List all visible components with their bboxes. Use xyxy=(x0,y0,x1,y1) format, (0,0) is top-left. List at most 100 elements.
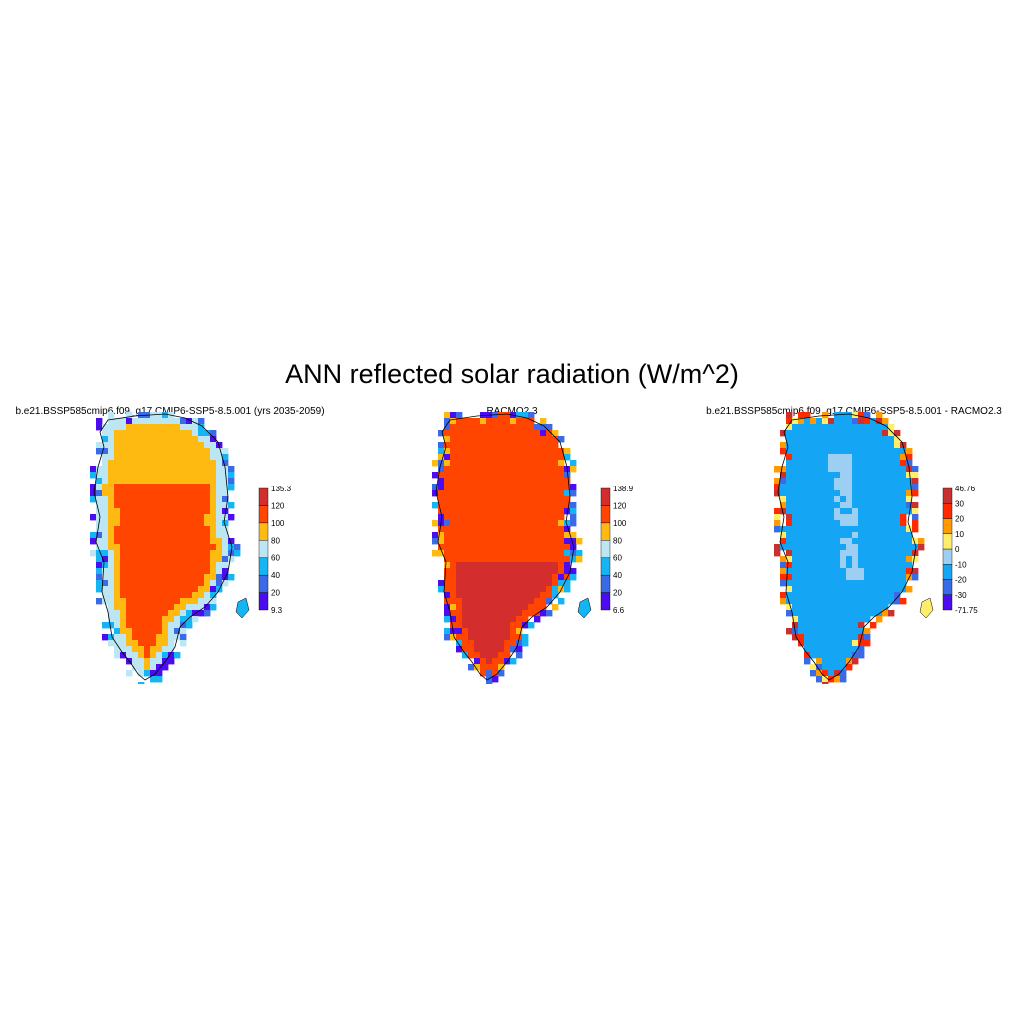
map-cell xyxy=(138,520,145,527)
map-cell xyxy=(138,580,145,587)
map-cell xyxy=(102,568,109,575)
map-cell xyxy=(798,610,805,617)
map-cell xyxy=(102,424,109,431)
map-cell xyxy=(828,460,835,467)
map-cell xyxy=(138,436,145,443)
map-cell xyxy=(96,472,103,479)
map-cell xyxy=(858,604,865,611)
map-cell xyxy=(540,508,547,515)
map-cell xyxy=(162,604,169,611)
map-cell xyxy=(882,610,889,617)
map-cell xyxy=(462,502,469,509)
map-cell xyxy=(480,436,487,443)
map-cell xyxy=(912,520,919,527)
map-cell xyxy=(444,532,451,539)
map-cell xyxy=(126,562,133,569)
map-cell xyxy=(834,532,841,539)
map-cell xyxy=(150,496,157,503)
map-cell xyxy=(570,484,577,491)
map-cell xyxy=(504,556,511,563)
map-cell xyxy=(222,580,229,587)
map-cell xyxy=(900,544,907,551)
map-cell xyxy=(204,538,211,545)
map-cell xyxy=(480,430,487,437)
map-cell xyxy=(864,628,871,635)
map-cell xyxy=(228,556,235,563)
map-cell xyxy=(900,484,907,491)
map-cell xyxy=(492,598,499,605)
map-cell xyxy=(180,574,187,581)
map-cell xyxy=(162,514,169,521)
map-cell xyxy=(546,424,553,431)
map-cell xyxy=(900,520,907,527)
map-cell xyxy=(888,508,895,515)
map-cell xyxy=(156,646,163,653)
map-cell xyxy=(846,634,853,641)
map-cell xyxy=(834,520,841,527)
map-cell xyxy=(780,442,787,449)
map-cell xyxy=(870,526,877,533)
map-cell xyxy=(480,550,487,557)
map-cell xyxy=(204,610,211,617)
map-cell xyxy=(894,484,901,491)
map-cell xyxy=(450,412,457,419)
map-cell xyxy=(96,550,103,557)
map-cell xyxy=(198,502,205,509)
map-cell xyxy=(204,490,211,497)
map-cell xyxy=(102,634,109,641)
map-cell xyxy=(840,574,847,581)
map-cell xyxy=(114,640,121,647)
map-cell xyxy=(786,454,793,461)
map-cell xyxy=(816,460,823,467)
map-cell xyxy=(810,526,817,533)
map-cell xyxy=(108,520,115,527)
map-cell xyxy=(504,574,511,581)
map-cell xyxy=(102,430,109,437)
map-cell xyxy=(486,502,493,509)
map-cell xyxy=(198,532,205,539)
map-cell xyxy=(558,520,565,527)
map-cell xyxy=(498,430,505,437)
map-cell xyxy=(162,592,169,599)
map-cell xyxy=(210,466,217,473)
map-cell xyxy=(498,598,505,605)
map-cell xyxy=(804,514,811,521)
map-cell xyxy=(888,466,895,473)
map-cell xyxy=(828,472,835,479)
map-cell xyxy=(468,664,475,671)
map-cell xyxy=(492,670,499,677)
map-cell xyxy=(858,574,865,581)
map-cell xyxy=(492,574,499,581)
map-cell xyxy=(816,502,823,509)
map-cell xyxy=(480,520,487,527)
map-cell xyxy=(432,538,439,545)
map-cell xyxy=(498,508,505,515)
map-cell xyxy=(144,532,151,539)
map-cell xyxy=(438,442,445,449)
map-cell xyxy=(840,520,847,527)
map-cell xyxy=(840,646,847,653)
map-cell xyxy=(186,514,193,521)
map-cell xyxy=(192,562,199,569)
map-cell xyxy=(150,514,157,521)
map-cell xyxy=(816,532,823,539)
map-cell xyxy=(156,472,163,479)
map-cell xyxy=(798,472,805,479)
map-cell xyxy=(456,424,463,431)
map-cell xyxy=(192,418,199,425)
map-cell xyxy=(498,448,505,455)
map-cell xyxy=(438,478,445,485)
map-cell xyxy=(546,508,553,515)
map-cell xyxy=(540,472,547,479)
map-cell xyxy=(792,508,799,515)
map-cell xyxy=(162,664,169,671)
map-cell xyxy=(804,598,811,605)
map-cell xyxy=(132,640,139,647)
map-cell xyxy=(810,448,817,455)
map-cell xyxy=(486,466,493,473)
map-cell xyxy=(132,502,139,509)
map-cell xyxy=(876,532,883,539)
map-cell xyxy=(516,514,523,521)
map-cell xyxy=(810,556,817,563)
map-cell xyxy=(828,448,835,455)
